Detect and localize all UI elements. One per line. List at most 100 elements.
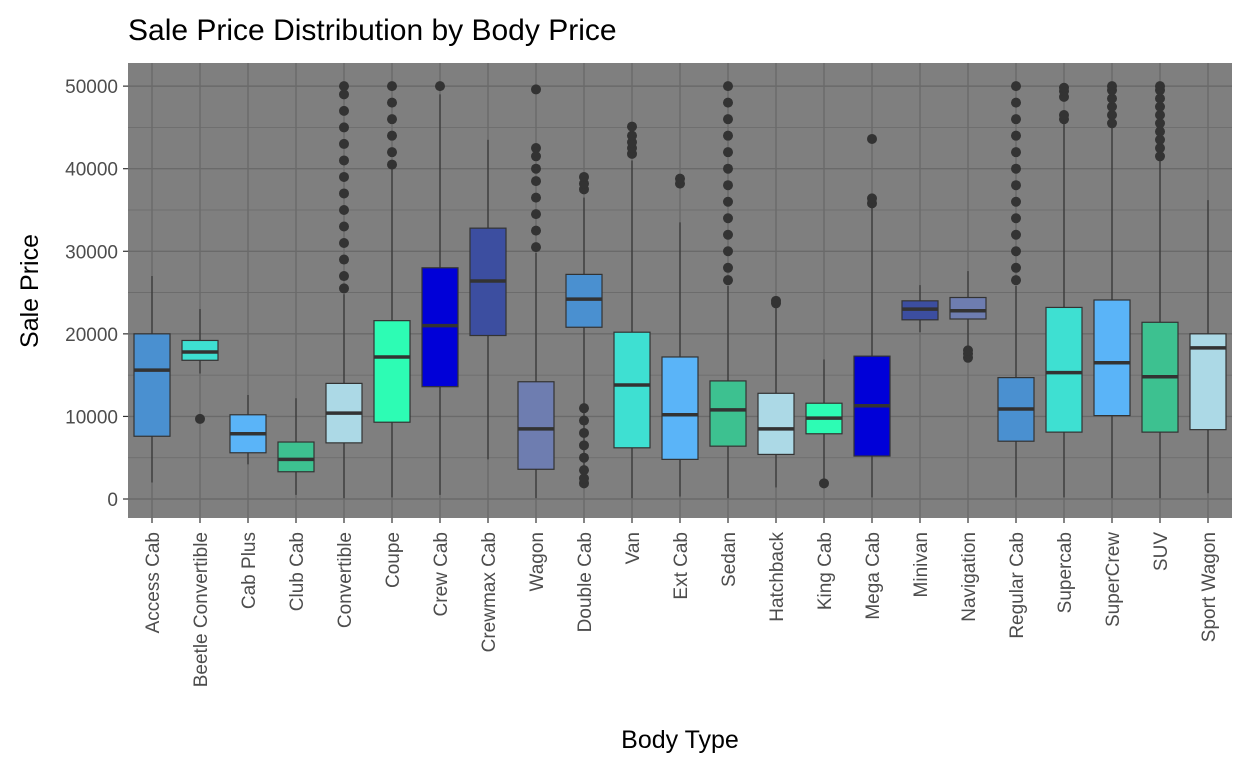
x-tick-label: Double Cab [575, 532, 596, 632]
outlier-point [579, 415, 589, 426]
outlier-point [339, 254, 349, 265]
outlier-point [387, 130, 397, 141]
x-tick-label: Access Cab [143, 532, 164, 633]
x-tick-label: Sport Wagon [1199, 532, 1220, 642]
outlier-point [1155, 101, 1165, 112]
outlier-point [579, 427, 589, 438]
outlier-point [339, 271, 349, 282]
outlier-point [531, 225, 541, 236]
y-tick-label: 50000 [65, 77, 118, 98]
box-mega-cab [853, 133, 891, 498]
box-iqr [1093, 299, 1131, 417]
outlier-point [387, 159, 397, 170]
box-iqr [517, 381, 555, 470]
x-tick-label: Convertible [335, 532, 356, 628]
outlier-point [339, 238, 349, 249]
outlier-point [1011, 81, 1021, 92]
outlier-point [339, 122, 349, 133]
x-tick-label: SUV [1151, 532, 1172, 571]
box-beetle-convertible [181, 309, 219, 424]
outlier-point [1107, 93, 1117, 104]
outlier-point [1059, 110, 1069, 121]
x-tick-label: SuperCrew [1103, 532, 1124, 627]
outlier-point [1011, 130, 1021, 141]
outlier-point [195, 413, 205, 424]
x-tick-label: Supercab [1055, 532, 1076, 613]
x-axis: Access Cab Beetle Convertible Cab Plus Club… [143, 518, 1220, 687]
outlier-point [867, 133, 877, 144]
outlier-point [579, 465, 589, 476]
outlier-point [339, 221, 349, 232]
x-tick-label: Beetle Convertible [191, 532, 212, 687]
y-tick-label: 20000 [65, 325, 118, 346]
outlier-point [387, 147, 397, 158]
outlier-point [723, 275, 733, 286]
outlier-point [1155, 134, 1165, 145]
outlier-point [531, 242, 541, 253]
outlier-point [579, 440, 589, 451]
outlier-point [339, 283, 349, 294]
y-tick-label: 10000 [65, 407, 118, 428]
box-iqr [661, 356, 699, 460]
outlier-point [723, 147, 733, 158]
outlier-point [1011, 147, 1021, 158]
outlier-point [1155, 110, 1165, 121]
outlier-point [1011, 180, 1021, 191]
x-tick-label: Mega Cab [863, 532, 884, 620]
outlier-point [1011, 114, 1021, 125]
outlier-point [1155, 151, 1165, 162]
x-tick-label: Crewmax Cab [479, 532, 500, 652]
outlier-point [531, 209, 541, 220]
outlier-point [627, 121, 637, 132]
box-iqr [709, 380, 747, 447]
outlier-point [531, 176, 541, 187]
box-club-cab [277, 398, 315, 495]
outlier-point [339, 188, 349, 199]
outlier-point [579, 473, 589, 484]
outlier-point [723, 130, 733, 141]
outlier-point [675, 173, 685, 184]
outlier-point [1107, 118, 1117, 129]
x-tick-label: Club Cab [287, 532, 308, 611]
outlier-point [1155, 81, 1165, 92]
x-tick-label: Minivan [911, 532, 932, 597]
outlier-point [1011, 229, 1021, 240]
outlier-point [579, 403, 589, 414]
outlier-point [387, 97, 397, 108]
x-tick-label: King Cab [815, 532, 836, 610]
outlier-point [723, 81, 733, 92]
outlier-point [579, 452, 589, 463]
outlier-point [723, 180, 733, 191]
outlier-point [387, 81, 397, 92]
box-crewmax-cab [469, 139, 507, 460]
outlier-point [1011, 262, 1021, 273]
x-tick-label: Navigation [959, 532, 980, 622]
box-crew-cab [421, 81, 459, 495]
box-iqr [1045, 306, 1083, 433]
outlier-point [531, 151, 541, 162]
y-tick-label: 30000 [65, 242, 118, 263]
x-tick-label: Wagon [527, 532, 548, 592]
outlier-point [1011, 213, 1021, 224]
outlier-point [1059, 82, 1069, 93]
x-tick-label: Van [623, 532, 644, 564]
outlier-point [867, 193, 877, 204]
box-iqr [373, 320, 411, 423]
box-suv [1141, 81, 1179, 499]
box-iqr [949, 296, 987, 320]
box-ext-cab [661, 173, 699, 497]
outlier-point [531, 143, 541, 154]
outlier-point [339, 81, 349, 92]
outlier-point [1107, 81, 1117, 92]
box-regular-cab [997, 81, 1035, 498]
outlier-point [339, 204, 349, 215]
box-iqr [277, 441, 315, 473]
outlier-point [435, 81, 445, 92]
box-wagon [517, 84, 555, 499]
box-van [613, 121, 651, 499]
x-tick-label: Crew Cab [431, 532, 452, 616]
x-axis-title: Body Type [621, 726, 739, 754]
x-tick-label: Coupe [383, 532, 404, 588]
box-cab-plus [229, 394, 267, 465]
